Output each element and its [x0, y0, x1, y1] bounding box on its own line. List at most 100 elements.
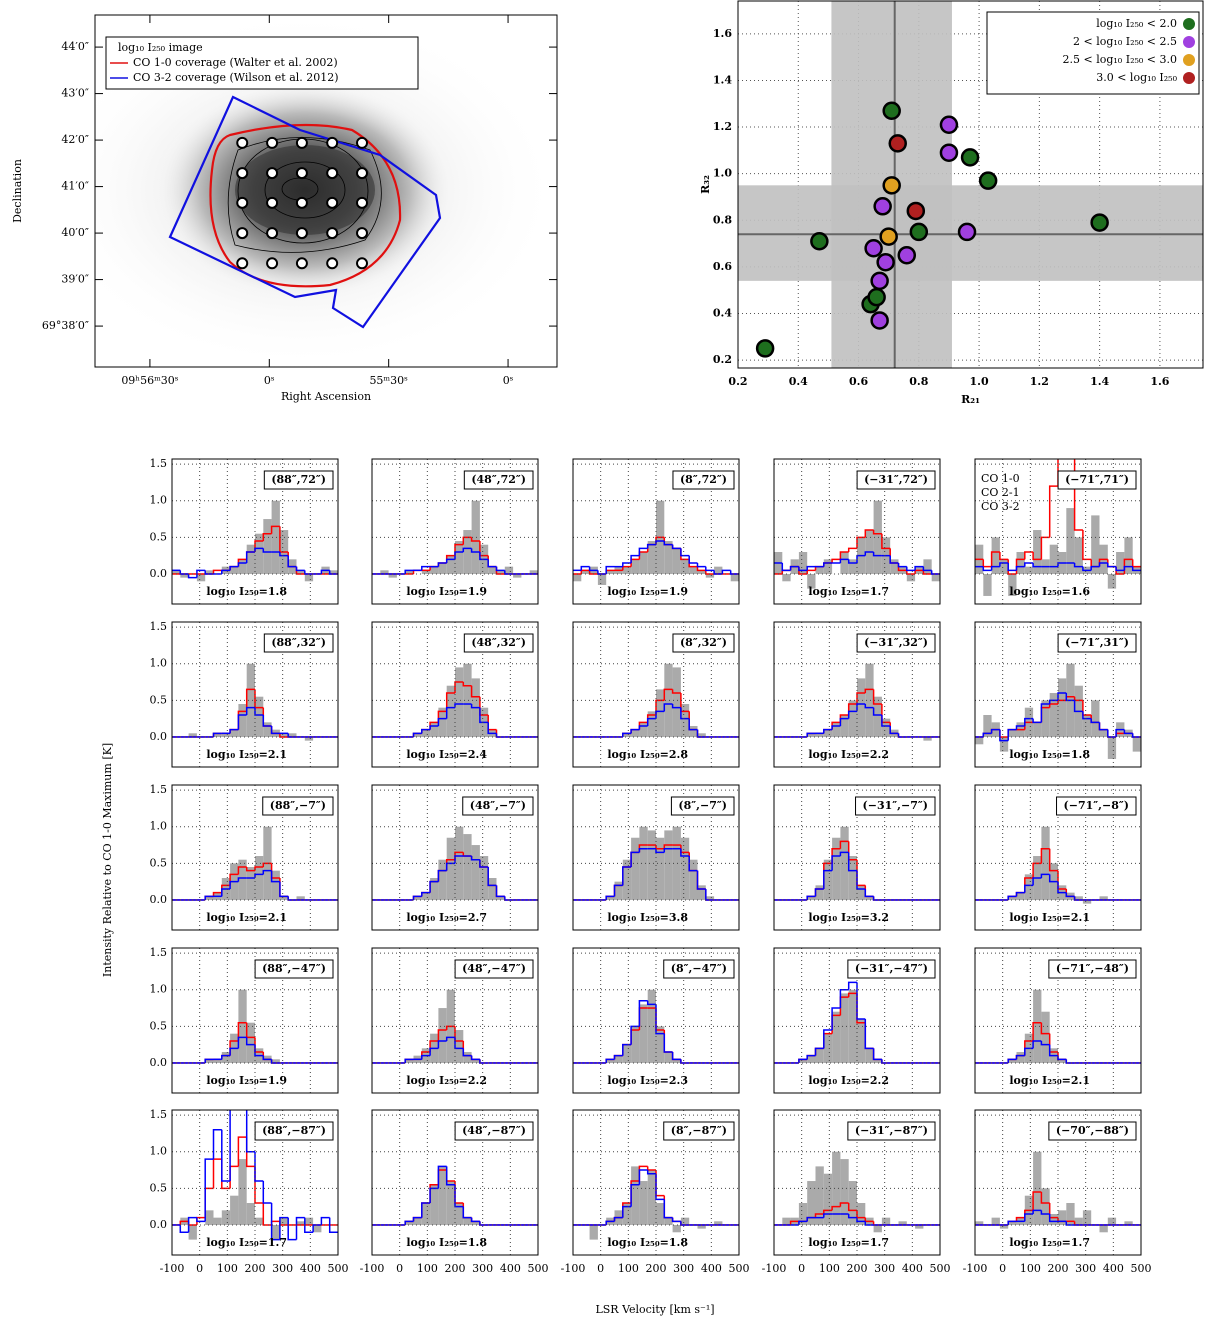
co10-bar	[313, 1225, 321, 1232]
x-tick-label: 300	[1075, 1262, 1096, 1275]
legend-label: CO 3-2 coverage (Wilson et al. 2012)	[133, 71, 339, 84]
co10-bar	[631, 1026, 639, 1063]
point	[941, 145, 957, 161]
x-tick-label: -100	[160, 1262, 185, 1275]
co10-bar	[656, 689, 664, 737]
co10-bar	[907, 574, 915, 581]
co10-bar	[438, 860, 446, 900]
co10-bar	[463, 1218, 471, 1225]
co10-bar	[238, 704, 246, 737]
co10-bar	[1124, 537, 1132, 574]
co10-bar	[447, 838, 455, 900]
spectrum-step	[1108, 563, 1116, 567]
co10-bar	[656, 1203, 664, 1225]
panel-annotation: log₁₀ I₂₅₀=3.2	[808, 911, 889, 924]
panel-annotation: log₁₀ I₂₅₀=2.3	[607, 1074, 688, 1087]
y-tick-label: 0.0	[150, 893, 168, 906]
co10-bar	[865, 1048, 873, 1063]
spectrum-step	[874, 1048, 882, 1059]
co10-bar	[1075, 1218, 1083, 1225]
grid-point	[297, 138, 307, 148]
co10-bar	[1075, 537, 1083, 574]
co10-bar	[1100, 730, 1108, 737]
grid-point	[297, 258, 307, 268]
spectrum-step	[488, 559, 496, 566]
co10-bar	[648, 1170, 656, 1225]
panel-annotation: log₁₀ I₂₅₀=1.8	[1009, 748, 1090, 761]
spectrum-step	[180, 1225, 188, 1232]
point	[884, 177, 900, 193]
grid-point	[237, 198, 247, 208]
spectrum-step	[1066, 1059, 1074, 1063]
panel-label: (88″,−7″)	[270, 799, 326, 812]
co10-bar	[238, 559, 246, 574]
spectrum-step	[865, 1019, 873, 1048]
panel-label: (88″,−47″)	[262, 962, 326, 975]
y-tick-label: 1.0	[150, 657, 168, 670]
co10-bar	[656, 838, 664, 900]
spectrum-step	[472, 1056, 480, 1060]
co10-bar	[932, 574, 940, 581]
panel-label: (48″,72″)	[471, 473, 526, 486]
spectrum-step	[1100, 722, 1108, 729]
co10-bar	[247, 1203, 255, 1225]
spectrum-step	[230, 1093, 238, 1181]
co10-bar	[305, 574, 313, 581]
panel-label: (48″,−47″)	[462, 962, 526, 975]
point	[911, 224, 927, 240]
panel-label: (48″,−87″)	[462, 1124, 526, 1137]
y-tick-label: 0.0	[150, 730, 168, 743]
co10-bar	[480, 856, 488, 900]
x-tick-label: 0ˢ	[503, 374, 514, 387]
co10-bar	[857, 678, 865, 737]
y-tick-label: 39′0″	[61, 273, 89, 286]
grid-point	[267, 168, 277, 178]
spectrum-step	[673, 545, 681, 549]
spectrum-step	[673, 1052, 681, 1059]
spectrum-step	[280, 878, 288, 896]
spectrum-step	[488, 556, 496, 567]
grid-point	[237, 138, 247, 148]
spectrum-step	[706, 567, 714, 571]
x-tick-label: 200	[847, 1262, 868, 1275]
co10-bar	[656, 1026, 664, 1063]
co10-bar	[681, 559, 689, 574]
co10-bar	[849, 559, 857, 574]
x-tick-label: 200	[245, 1262, 266, 1275]
spectrum-step	[1050, 486, 1058, 537]
y-tick-label: 40′0″	[61, 226, 89, 239]
point	[811, 233, 827, 249]
co10-bar	[832, 838, 840, 900]
co10-bar	[1108, 574, 1116, 589]
spectrum-step	[472, 1218, 480, 1222]
co10-bar	[673, 548, 681, 574]
y-tick-label: 1.0	[150, 494, 168, 507]
co10-bar	[615, 1056, 623, 1063]
co10-bar	[255, 1218, 263, 1225]
co10-bar	[890, 559, 898, 574]
grid-point	[237, 168, 247, 178]
spectrum-step	[664, 1034, 672, 1052]
panel-annotation: log₁₀ I₂₅₀=2.2	[808, 748, 889, 761]
co10-bar	[472, 845, 480, 900]
panel-annotation: log₁₀ I₂₅₀=1.7	[1009, 1236, 1090, 1249]
spectrum-step	[497, 733, 505, 737]
spectrum-step	[1133, 559, 1141, 566]
spectrum-step	[983, 559, 991, 566]
panel-label: (8″,−87″)	[671, 1124, 727, 1137]
co10-bar	[857, 885, 865, 900]
spectrum-step	[1058, 1056, 1066, 1060]
co10-bar	[230, 567, 238, 574]
spectrum-step	[297, 567, 305, 571]
co10-bar	[992, 1218, 1000, 1225]
x-tick-label: 100	[217, 1262, 238, 1275]
co10-bar	[1050, 545, 1058, 574]
co10-bar	[263, 519, 271, 574]
spectrum-step	[1000, 730, 1008, 737]
x-tick-label: 400	[902, 1262, 923, 1275]
point	[757, 340, 773, 356]
y-tick-label: 0.5	[150, 1019, 168, 1032]
spectrum-step	[1083, 700, 1091, 715]
grid-point	[297, 228, 307, 238]
panel-label: (8″,32″)	[680, 636, 727, 649]
